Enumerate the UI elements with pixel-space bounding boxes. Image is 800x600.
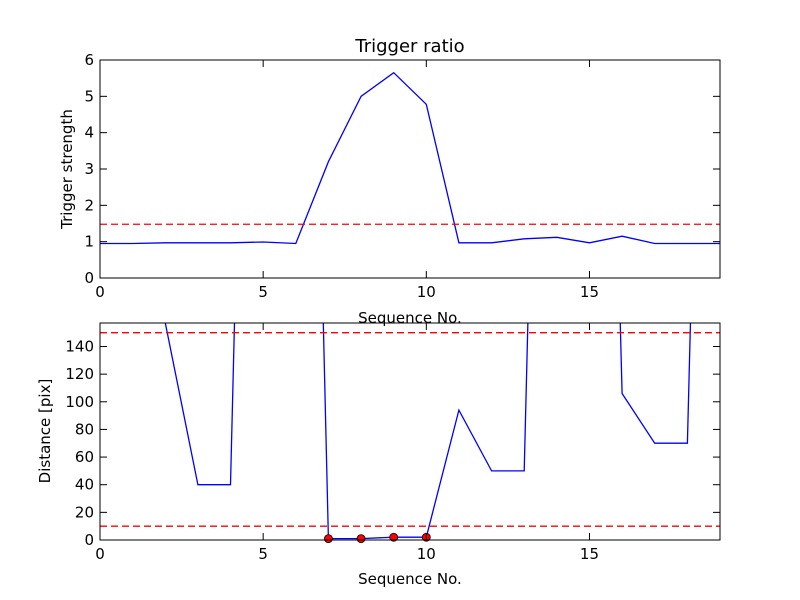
y-tick-label: 3 [84, 160, 94, 178]
data-point-marker [356, 534, 366, 544]
y-tick-label: 4 [84, 124, 94, 142]
distance-plot-area: 0 5 10 15 0 20 40 60 80 100 120 140 [65, 322, 721, 563]
y-tick-label: 40 [75, 476, 94, 494]
x-tick-label: 0 [95, 545, 105, 563]
x-tick-label: 0 [95, 283, 105, 301]
axes-frame [99, 59, 721, 279]
x-tick-label: 5 [258, 283, 268, 301]
x-tick-label: 15 [580, 283, 599, 301]
y-tick-label: 5 [84, 87, 94, 105]
axes-frame [99, 322, 721, 541]
y-tick-label: 80 [75, 420, 94, 438]
trigger-plot-area: 0 5 10 15 0 1 2 3 4 5 6 [84, 51, 721, 301]
chart-title: Trigger ratio [354, 36, 464, 57]
y-tick-label: 0 [84, 531, 94, 549]
y-tick-label: 1 [84, 233, 94, 251]
y-tick-label: 100 [65, 393, 94, 411]
data-point-marker [324, 534, 333, 544]
y-tick-label: 140 [65, 337, 94, 355]
x-axis-label: Sequence No. [358, 309, 462, 327]
y-tick-label: 6 [84, 51, 94, 69]
x-tick-label: 10 [417, 545, 436, 563]
y-tick-label: 20 [75, 503, 94, 521]
x-axis-label: Sequence No. [358, 570, 462, 588]
y-axis-label: Distance [pix] [36, 379, 54, 484]
x-tick-label: 10 [417, 283, 436, 301]
x-tick-label: 5 [258, 545, 268, 563]
y-tick-label: 2 [84, 196, 94, 214]
y-tick-label: 60 [75, 448, 94, 466]
series-line [100, 71, 720, 245]
trigger-ratio-panel: Trigger ratio 0 5 10 15 0 1 2 3 4 5 6 Sequence No.… [58, 36, 721, 327]
data-point-marker [389, 532, 399, 542]
y-axis-label: Trigger strength [58, 109, 76, 230]
x-tick-label: 15 [580, 545, 599, 563]
distance-panel: 0 5 10 15 0 20 40 60 80 100 120 140 Sequence No. Di… [36, 322, 721, 588]
series-line [164, 323, 692, 540]
y-tick-label: 0 [84, 269, 94, 287]
y-tick-label: 120 [65, 365, 94, 383]
